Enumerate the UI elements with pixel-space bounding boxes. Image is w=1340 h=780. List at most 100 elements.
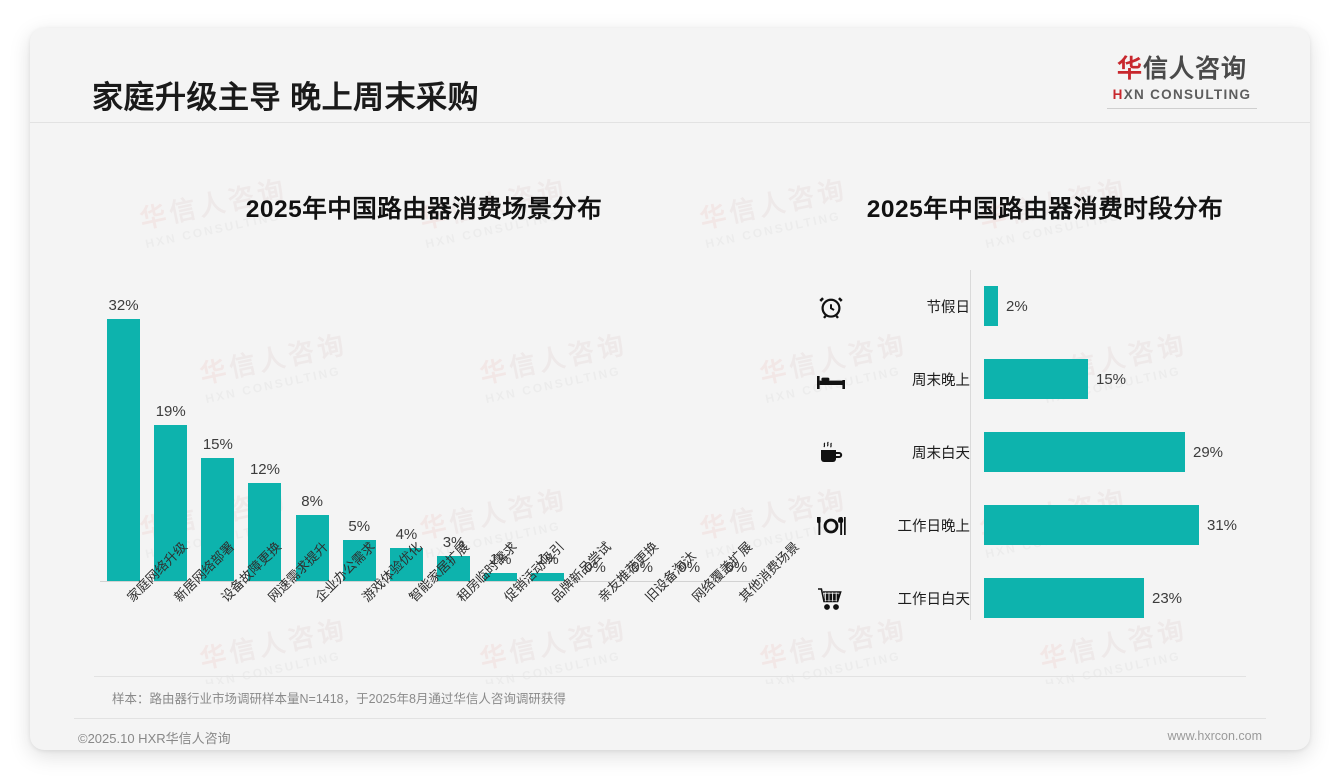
scene-bar-item[interactable]: 1% <box>477 286 524 581</box>
scene-bar <box>484 573 518 581</box>
scene-label-cell: 租房临时需求 <box>430 539 520 688</box>
scene-bar-value: 15% <box>202 436 233 453</box>
time-category-label: 周末白天 <box>912 445 970 462</box>
time-bar <box>984 432 1185 472</box>
scene-bars: 32% 19% 15% 12% 8% 5% 4% 3% 1% 1% 0% 0% 0% 0% <box>100 286 760 581</box>
logo-hua-char: 华 <box>1116 55 1143 83</box>
scene-bar-item[interactable]: 0% <box>571 286 618 581</box>
scene-label-cell: 网速需求提升 <box>241 539 331 688</box>
scene-label-cell: 网络覆盖扩展 <box>666 539 755 688</box>
scene-chart-baseline <box>100 581 760 582</box>
logo-h-char: H <box>1112 86 1124 102</box>
scene-label-cell: 亲友推荐更换 <box>571 539 661 688</box>
website-text: www.hxrcon.com <box>1167 729 1262 743</box>
scene-label-cell: 企业办公需求 <box>289 539 378 688</box>
scene-bar-value: 0% <box>725 559 748 576</box>
time-bar-value: 23% <box>1152 589 1183 607</box>
logo-english-rest: XN CONSULTING <box>1123 86 1252 102</box>
scene-chart-plot: 32% 19% 15% 12% 8% 5% 4% 3% 1% 1% 0% 0% 0% 0% <box>100 286 760 582</box>
scene-bar <box>248 483 282 581</box>
scene-label-cell: 游戏体验优化 <box>336 539 425 688</box>
alarm-clock-icon <box>800 291 862 320</box>
time-chart-rows: 节假日 2% 周末晚上 15% 周末白天 29% 工作日晚上 31% 工作日白天 23% <box>800 278 1290 638</box>
time-row[interactable]: 周末晚上 15% <box>800 351 1290 407</box>
time-bar-value: 31% <box>1207 516 1238 534</box>
scene-bar-item[interactable]: 0% <box>666 286 713 581</box>
scene-label-cell: 品牌新品尝试 <box>524 539 614 688</box>
scene-bar <box>389 548 423 581</box>
time-bar-track: 2% <box>984 278 1290 334</box>
time-bar <box>984 505 1199 545</box>
slide-header: 家庭升级主导 晚上周末采购 华信人咨询 HXN CONSULTING <box>30 28 1310 123</box>
time-bar-track: 29% <box>984 424 1290 480</box>
scene-bar <box>154 425 188 581</box>
slide: 家庭升级主导 晚上周末采购 华信人咨询 HXN CONSULTING 华信人咨询… <box>30 28 1310 750</box>
scene-bar-item[interactable]: 8% <box>289 286 336 581</box>
scene-label-cell: 促销活动吸引 <box>477 539 567 688</box>
scene-bar-item[interactable]: 4% <box>383 286 430 581</box>
scene-label-cell: 智能家居扩展 <box>383 539 473 688</box>
logo-chinese-text: 华信人咨询 <box>1092 55 1272 84</box>
time-bar-track: 23% <box>984 570 1290 626</box>
dinner-plate-icon <box>800 511 862 539</box>
copyright-text: ©2025.10 HXR华信人咨询 <box>78 731 231 746</box>
time-category-label: 工作日白天 <box>897 591 971 608</box>
scene-bar-item[interactable]: 12% <box>241 286 288 581</box>
scene-label-cell: 新居网络部署 <box>147 539 237 688</box>
scene-bar-item[interactable]: 1% <box>524 286 571 581</box>
footnote-divider <box>94 676 1246 677</box>
logo-underline <box>1107 107 1257 109</box>
time-row[interactable]: 工作日晚上 31% <box>800 497 1290 553</box>
scene-distribution-chart: 2025年中国路由器消费场景分布 32% 19% 15% 12% 8% 5% 4% 3% 1% 1… <box>74 148 803 688</box>
scene-bar <box>201 458 235 581</box>
scene-bar-value: 12% <box>249 461 280 478</box>
scene-bar <box>531 573 565 581</box>
time-row[interactable]: 周末白天 29% <box>800 424 1290 480</box>
scene-label-cell: 设备故障更换 <box>194 539 284 688</box>
time-category-label: 工作日晚上 <box>897 518 971 535</box>
scene-label-cell: 家庭网络升级 <box>100 539 190 688</box>
scene-bar-value: 4% <box>395 526 418 543</box>
time-row[interactable]: 工作日白天 23% <box>800 570 1290 626</box>
time-bar-track: 31% <box>984 497 1290 553</box>
scene-bar-item[interactable]: 19% <box>147 286 194 581</box>
coffee-mug-icon <box>800 437 862 466</box>
scene-bar-value: 0% <box>584 559 606 576</box>
logo-english-text: HXN CONSULTING <box>1092 87 1272 102</box>
time-bar <box>984 359 1088 399</box>
time-bar-value: 2% <box>1006 297 1028 315</box>
time-bar <box>984 578 1144 618</box>
time-bar-value: 15% <box>1096 370 1127 388</box>
scene-bar <box>342 540 376 581</box>
scene-bar-item[interactable]: 5% <box>336 286 383 581</box>
time-chart-title: 2025年中国路由器消费时段分布 <box>866 196 1224 223</box>
time-bar <box>984 286 998 326</box>
footer-divider <box>74 718 1266 719</box>
time-category-label: 周末晚上 <box>912 372 970 389</box>
scene-bar-item[interactable]: 32% <box>100 286 147 581</box>
time-category-label: 节假日 <box>926 299 971 316</box>
scene-bar-item[interactable]: 0% <box>713 286 760 581</box>
sample-footnote: 样本：路由器行业市场调研样本量N=1418，于2025年8月通过华信人咨询调研获… <box>112 692 566 706</box>
bed-icon <box>800 366 862 392</box>
scene-bar-value: 3% <box>442 534 465 551</box>
scene-bar-item[interactable]: 15% <box>194 286 241 581</box>
scene-bar-item[interactable]: 3% <box>430 286 477 581</box>
scene-bar-value: 0% <box>631 559 653 576</box>
scene-chart-x-labels: 家庭网络升级 新居网络部署 设备故障更换 网速需求提升 企业办公需求 游戏体验优化 智能家居… <box>100 539 803 688</box>
scene-bar-item[interactable]: 0% <box>619 286 666 581</box>
scene-bar <box>437 556 471 581</box>
time-bar-track: 15% <box>984 351 1290 407</box>
shopping-cart-icon <box>800 584 862 612</box>
time-row[interactable]: 节假日 2% <box>800 278 1290 334</box>
scene-label-cell: 其他消费场景 <box>713 539 803 688</box>
scene-bar-value: 19% <box>155 403 186 420</box>
company-logo: 华信人咨询 HXN CONSULTING <box>1092 55 1272 109</box>
scene-label-cell: 旧设备淘汰 <box>619 548 699 688</box>
time-bar-value: 29% <box>1193 443 1224 461</box>
scene-bar <box>295 515 329 581</box>
time-chart-axis-line <box>970 270 971 620</box>
scene-bar-value: 8% <box>301 493 323 510</box>
scene-chart-title: 2025年中国路由器消费场景分布 <box>245 196 603 223</box>
logo-chinese-rest: 信人咨询 <box>1143 55 1248 83</box>
